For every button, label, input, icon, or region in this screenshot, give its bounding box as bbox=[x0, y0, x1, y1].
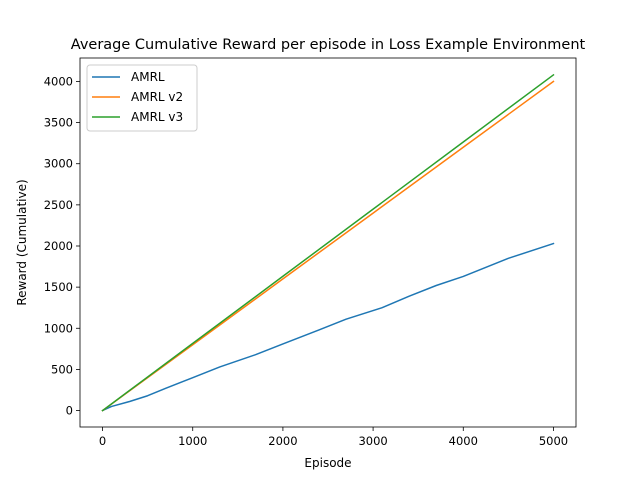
y-tick-label: 2500 bbox=[44, 198, 73, 212]
y-tick-label: 1000 bbox=[44, 321, 73, 335]
x-tick-label: 0 bbox=[99, 434, 106, 448]
x-tick-label: 4000 bbox=[449, 434, 478, 448]
y-tick-label: 2000 bbox=[44, 239, 73, 253]
legend-frame bbox=[86, 64, 198, 132]
legend-label-amrl: AMRL bbox=[131, 70, 165, 84]
y-tick-label: 4000 bbox=[44, 74, 73, 88]
y-tick-label: 3500 bbox=[44, 116, 73, 130]
x-tick-label: 1000 bbox=[178, 434, 207, 448]
plot-frame bbox=[79, 57, 577, 428]
x-tick-label: 5000 bbox=[539, 434, 568, 448]
x-tick-label: 2000 bbox=[268, 434, 297, 448]
series-line-amrl bbox=[101, 242, 555, 412]
legend-label-amrl-v2: AMRL v2 bbox=[131, 90, 183, 104]
y-tick-label: 500 bbox=[51, 362, 73, 376]
x-tick-label: 3000 bbox=[358, 434, 387, 448]
x-axis-label: Episode bbox=[304, 456, 351, 470]
y-axis-ticks: 0 500 1000 1500 2000 2500 3000 3500 4000 bbox=[44, 74, 80, 418]
series-line-amrl-v3 bbox=[101, 73, 555, 412]
series-line-amrl-v2 bbox=[101, 80, 555, 412]
legend: AMRL AMRL v2 AMRL v3 bbox=[86, 64, 198, 132]
chart-title: Average Cumulative Reward per episode in… bbox=[71, 37, 586, 53]
y-tick-label: 1500 bbox=[44, 280, 73, 294]
y-tick-label: 3000 bbox=[44, 157, 73, 171]
legend-label-amrl-v3: AMRL v3 bbox=[131, 110, 183, 124]
y-axis-label: Reward (Cumulative) bbox=[15, 179, 29, 305]
legend-items: AMRL AMRL v2 AMRL v3 bbox=[92, 70, 183, 124]
y-tick-label: 0 bbox=[66, 404, 73, 418]
x-axis-ticks: 0 1000 2000 3000 4000 5000 bbox=[99, 427, 568, 448]
series-layer bbox=[101, 73, 555, 412]
